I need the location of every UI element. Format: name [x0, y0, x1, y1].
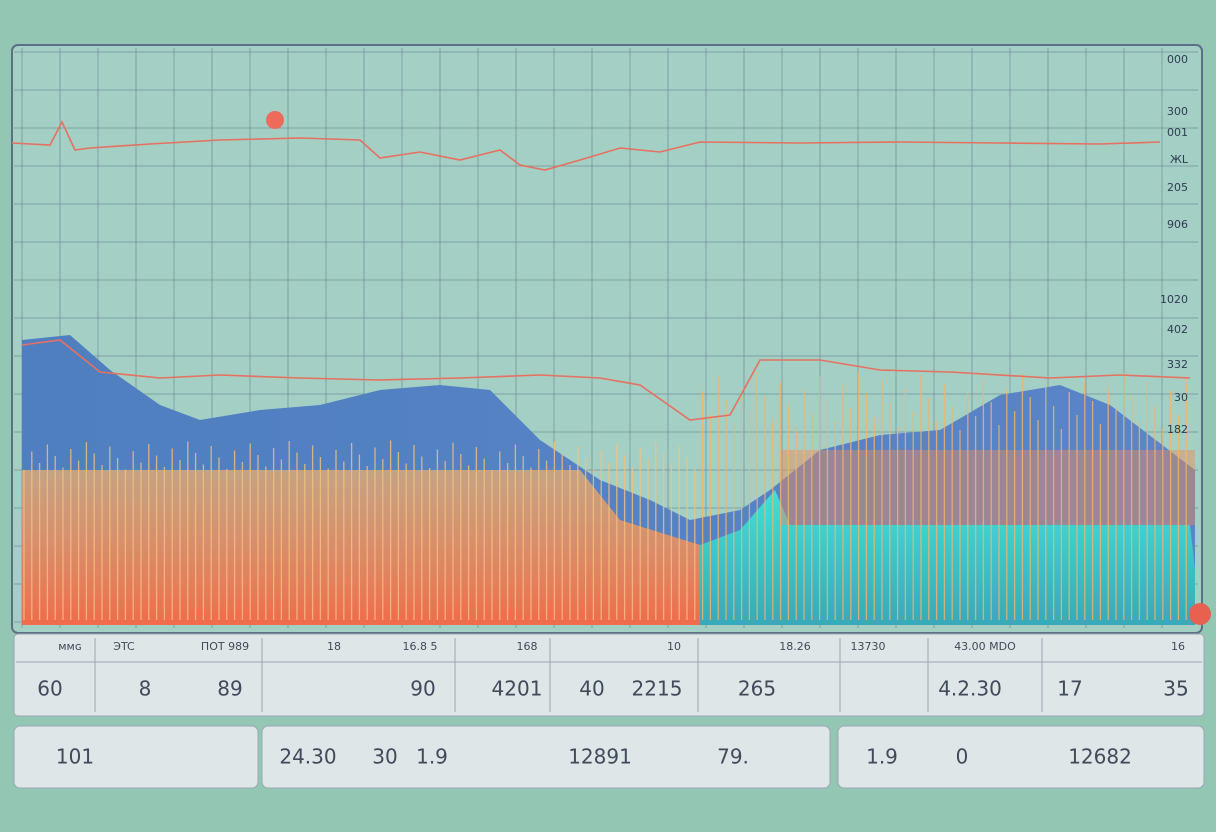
axis-label: 000 — [1167, 53, 1188, 66]
corner-dot — [1189, 603, 1211, 625]
toolbar-value: 60 — [37, 677, 62, 701]
toolbar-label: 16.8 5 — [403, 640, 438, 653]
toolbar-label: 43.00 MDO — [954, 640, 1016, 653]
spikes — [23, 371, 1187, 620]
toolbar-value: 90 — [410, 677, 435, 701]
footer-value: 79. — [717, 745, 749, 769]
axis-label: 205 — [1167, 181, 1188, 194]
toolbar-value: 2215 — [632, 677, 683, 701]
toolbar-value: 17 — [1057, 677, 1082, 701]
footer-value: 0 — [956, 745, 969, 769]
toolbar-value: 4.2.30 — [938, 677, 1002, 701]
footer-panel — [261, 725, 831, 789]
middle-line — [21, 339, 1191, 421]
axis-label: 906 — [1167, 218, 1188, 231]
footer-value: 24.30 — [279, 745, 336, 769]
toolbar-value: 35 — [1163, 677, 1188, 701]
toolbar-label: 18 — [327, 640, 341, 653]
toolbar-value: 40 — [579, 677, 604, 701]
footer-value: 12682 — [1068, 745, 1132, 769]
toolbar-label: ᴍᴍɢ — [58, 640, 82, 653]
toolbar-value: 8 — [139, 677, 152, 701]
toolbar-value: 4201 — [492, 677, 543, 701]
toolbar-label: 10 — [667, 640, 681, 653]
top-line — [11, 120, 1161, 171]
toolbar — [13, 633, 1205, 717]
toolbar-value: 89 — [217, 677, 242, 701]
toolbar-label: 13730 — [851, 640, 886, 653]
toolbar-label: ЭTC — [113, 640, 135, 653]
toolbar-label: 18.26 — [779, 640, 811, 653]
axis-label: 1020 — [1160, 293, 1188, 306]
toolbar-label: ΠΟΤ 989 — [201, 640, 249, 653]
marker — [266, 111, 284, 129]
axis-label: ЖL — [1170, 153, 1189, 166]
footer-panel — [837, 725, 1205, 789]
orange-band — [780, 450, 1195, 525]
footer-value: 1.9 — [866, 745, 898, 769]
axis-label: 300 — [1167, 105, 1188, 118]
toolbar-label: 168 — [517, 640, 538, 653]
footer-panel — [13, 725, 259, 789]
toolbar-label: 16 — [1171, 640, 1185, 653]
axis-label: 30 — [1174, 391, 1188, 404]
cyan-area — [700, 490, 1195, 625]
footer-value: 101 — [56, 745, 94, 769]
footer-value: 12891 — [568, 745, 632, 769]
footer-value: 1.9 — [416, 745, 448, 769]
orange-area — [22, 470, 700, 625]
axis-label: 001 — [1167, 126, 1188, 139]
axis-label: 402 — [1167, 323, 1188, 336]
toolbar-value: 265 — [738, 677, 776, 701]
footer-value: 30 — [372, 745, 397, 769]
axis-label: 182 — [1167, 423, 1188, 436]
axis-label: 332 — [1167, 358, 1188, 371]
